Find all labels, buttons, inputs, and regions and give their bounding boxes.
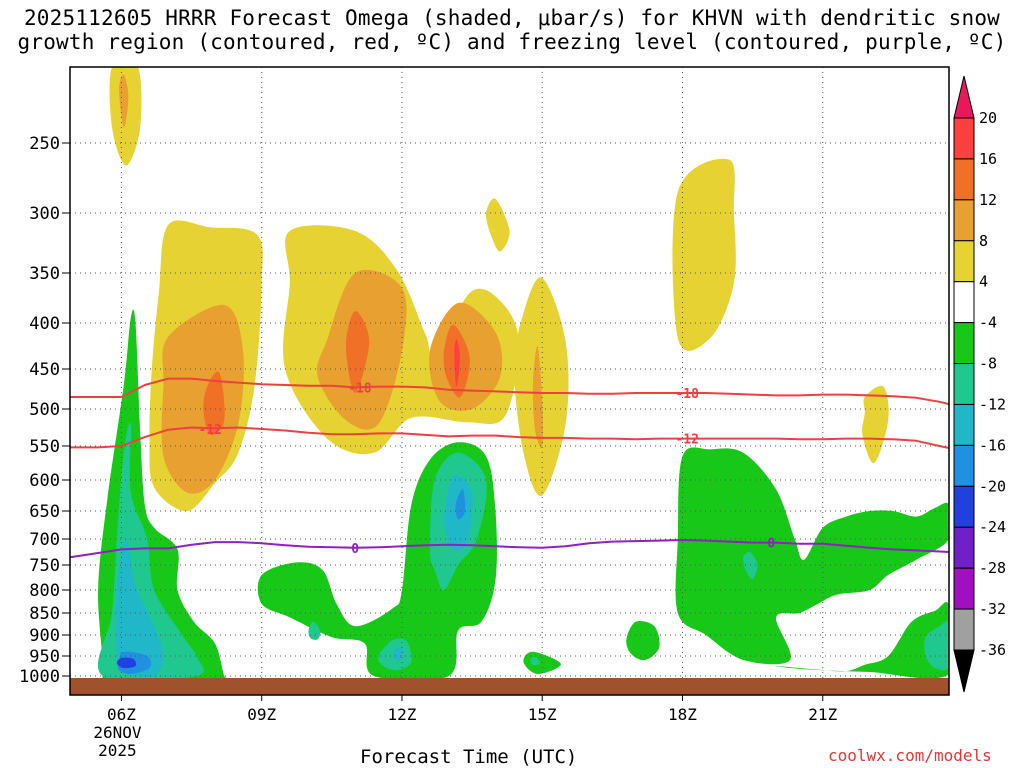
omega-region-10 (454, 339, 460, 387)
y-tick-label-900: 900 (29, 626, 60, 646)
omega-region-15 (862, 385, 889, 464)
colorbar-label-0: 20 (979, 109, 997, 127)
x-tick-label-06Z: 06Z (107, 705, 136, 724)
colorbar-segment-0 (953, 117, 975, 160)
colorbar-segment-2 (953, 199, 975, 242)
colorbar-segment-4 (953, 281, 975, 324)
chart-title-line2: growth region (contoured, red, ºC) and f… (17, 30, 1007, 54)
x-tick-label-09Z: 09Z (247, 705, 276, 724)
colorbar-label-10: -24 (979, 518, 1006, 536)
colorbar-label-8: -16 (979, 436, 1006, 454)
plot-layers: -18 -18 -12 -12 0 0 (70, 67, 949, 695)
contour-label--12-0: -12 (199, 423, 222, 438)
omega-region-18 (115, 538, 164, 677)
x-axis-title: Forecast Time (UTC) (360, 746, 578, 768)
omega-region-31 (675, 447, 949, 665)
omega-region-20 (116, 657, 137, 669)
colorbar-segment-1 (953, 158, 975, 201)
plot-frame (69, 66, 950, 696)
y-tick-label-600: 600 (29, 471, 60, 491)
credit-link[interactable]: coolwx.com/models (828, 746, 992, 765)
y-tick-label-1000: 1000 (19, 667, 60, 687)
omega-region-24 (455, 489, 466, 520)
contour-label--18-0: -18 (348, 381, 372, 396)
omega-region-29 (530, 656, 540, 665)
chart-title-line1: 2025112605 HRRR Forecast Omega (shaded, … (23, 6, 1001, 30)
colorbar-label-13: -36 (979, 641, 1006, 659)
omega-region-30 (626, 620, 660, 661)
y-tick-label-650: 650 (29, 502, 60, 522)
colorbar-segment-10 (953, 526, 975, 569)
y-tick-label-800: 800 (29, 581, 60, 601)
axes: 2503003504004505005506006507007508008509… (19, 66, 950, 760)
colorbar-segment-6 (953, 363, 975, 405)
y-tick-label-450: 450 (29, 360, 60, 380)
y-tick-label-850: 850 (29, 604, 60, 624)
omega-region-13 (532, 345, 543, 448)
colorbar-label-6: -8 (979, 355, 997, 373)
colorbar-label-1: 16 (979, 150, 997, 168)
x-date-label: 26NOV (93, 723, 142, 742)
contour-line--12 (70, 426, 949, 449)
x-tick-label-15Z: 15Z (528, 705, 557, 724)
omega-region-14 (672, 158, 736, 351)
y-tick-label-500: 500 (29, 400, 60, 420)
colorbar-label-3: 8 (979, 232, 988, 250)
contour-label--12-1: -12 (675, 433, 698, 448)
omega-region-3 (161, 304, 244, 494)
y-tick-label-300: 300 (29, 204, 60, 224)
colorbar-segment-11 (953, 567, 975, 610)
omega-region-26 (392, 647, 405, 661)
omega-region-4 (203, 371, 225, 436)
contour-label-0-0: 0 (351, 542, 359, 557)
colorbar-segment-7 (953, 403, 975, 446)
y-tick-label-550: 550 (29, 437, 60, 457)
contour-line-0 (70, 539, 949, 559)
omega-region-7 (345, 310, 370, 394)
y-tick-label-750: 750 (29, 556, 60, 576)
colorbar-segment-8 (953, 444, 975, 487)
contour-label-0-1: 0 (767, 537, 775, 552)
colorbar-label-12: -32 (979, 600, 1006, 618)
omega-region-33 (774, 602, 949, 679)
chart-title: 2025112605 HRRR Forecast Omega (shaded, … (0, 6, 1024, 54)
y-tick-label-700: 700 (29, 530, 60, 550)
colorbar-segment-bottom (953, 649, 975, 693)
colorbar-label-11: -28 (979, 559, 1006, 577)
colorbar-label-2: 12 (979, 191, 997, 209)
y-tick-label-950: 950 (29, 647, 60, 667)
colorbar: 20 16 12 8 4 -4 -8 -12 -16 -20 -24 -28 -32 -36 (953, 75, 1006, 693)
colorbar-segment-9 (953, 485, 975, 528)
x-tick-label-21Z: 21Z (808, 705, 837, 724)
colorbar-label-4: 4 (979, 273, 988, 291)
y-tick-label-250: 250 (29, 134, 60, 154)
omega-region-11 (485, 198, 510, 252)
contour-line--18 (70, 377, 949, 406)
x-tick-label-18Z: 18Z (668, 705, 697, 724)
colorbar-segment-12 (953, 608, 975, 651)
y-tick-label-400: 400 (29, 314, 60, 334)
colorbar-segment-top (953, 75, 975, 119)
omega-region-34 (924, 621, 949, 671)
x-year-label: 2025 (98, 741, 137, 760)
plot-area: -18 -18 -12 -12 0 0 (70, 67, 949, 695)
colorbar-segment-3 (953, 240, 975, 283)
colorbar-label-9: -20 (979, 477, 1006, 495)
y-tick-label-350: 350 (29, 264, 60, 284)
ground-strip (70, 678, 949, 695)
omega-region-27 (308, 621, 321, 640)
colorbar-label-7: -12 (979, 395, 1006, 413)
colorbar-segment-5 (953, 322, 975, 365)
contour-label--18-1: -18 (675, 387, 699, 402)
x-tick-label-12Z: 12Z (388, 705, 417, 724)
colorbar-label-5: -4 (979, 314, 997, 332)
